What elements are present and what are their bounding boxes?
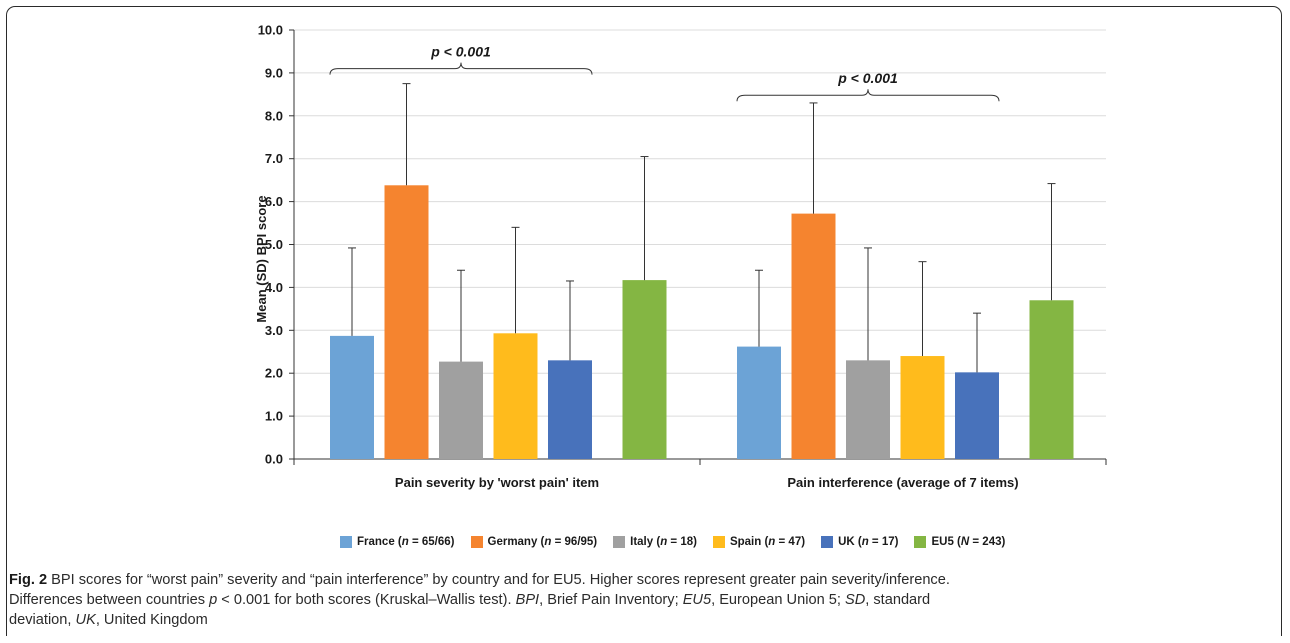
caption-line3a: deviation, bbox=[9, 612, 76, 628]
bar-germany bbox=[791, 213, 836, 459]
y-tick-label: 6.0 bbox=[265, 194, 283, 209]
bar-eu5 bbox=[1029, 300, 1074, 459]
y-tick-label: 10.0 bbox=[258, 23, 283, 38]
significance-label: p < 0.001 bbox=[837, 70, 898, 86]
y-tick-label: 3.0 bbox=[265, 323, 283, 338]
legend-label: EU5 (N = 243) bbox=[931, 536, 1006, 548]
bar-spain bbox=[493, 333, 538, 459]
y-tick-label: 2.0 bbox=[265, 366, 283, 381]
legend-label: UK (n = 17) bbox=[838, 536, 899, 548]
legend-swatch bbox=[821, 536, 834, 548]
bar-italy bbox=[846, 360, 890, 459]
legend-swatch bbox=[613, 536, 626, 548]
y-tick-label: 1.0 bbox=[265, 409, 283, 424]
caption-abbr-sd: SD bbox=[844, 592, 866, 608]
y-tick-label: 8.0 bbox=[265, 108, 283, 123]
legend-item-italy: Italy (n = 18) bbox=[613, 536, 697, 548]
bars bbox=[330, 185, 1074, 459]
legend-label: France (n = 65/66) bbox=[357, 536, 455, 548]
bar-france bbox=[330, 335, 374, 459]
caption-line2b: < 0.001 for both scores (Kruskal–Wallis … bbox=[217, 592, 516, 608]
legend-item-germany: Germany (n = 96/95) bbox=[470, 536, 598, 548]
caption-abbr-sd-def: , standard bbox=[865, 592, 931, 608]
y-tick-label: 5.0 bbox=[265, 237, 283, 252]
legend-swatch bbox=[470, 536, 483, 548]
caption-abbr-uk-def: , United Kingdom bbox=[95, 612, 208, 628]
significance-brace bbox=[329, 62, 593, 75]
legend-item-france: France (n = 65/66) bbox=[340, 536, 455, 548]
significance-brace bbox=[736, 89, 1000, 102]
significance-label: p < 0.001 bbox=[430, 44, 491, 60]
legend-label: Italy (n = 18) bbox=[630, 536, 697, 548]
bar-france bbox=[737, 346, 781, 459]
bar-spain bbox=[900, 356, 945, 459]
legend-label: Germany (n = 96/95) bbox=[487, 536, 598, 548]
y-axis-label: Mean (SD) BPI score bbox=[254, 195, 269, 322]
legend-item-uk: UK (n = 17) bbox=[821, 536, 898, 548]
legend-item-spain: Spain (n = 47) bbox=[712, 536, 806, 548]
error-bars bbox=[348, 83, 1056, 373]
bar-uk bbox=[548, 360, 592, 459]
figure-frame bbox=[6, 6, 1282, 636]
caption-abbr-eu5-def: , European Union 5; bbox=[711, 592, 845, 608]
caption-abbr-bpi-def: , Brief Pain Inventory; bbox=[539, 592, 683, 608]
significance-annotations: p < 0.001 p < 0.001 bbox=[329, 44, 1000, 102]
legend-item-eu5: EU5 (N = 243) bbox=[914, 536, 1005, 548]
caption-figure-label: Fig. 2 bbox=[9, 572, 48, 588]
caption-line2a: Differences between countries bbox=[9, 592, 210, 608]
caption-abbr-uk: UK bbox=[75, 612, 96, 628]
caption-abbr-bpi: BPI bbox=[515, 592, 540, 608]
caption-abbr-eu5: EU5 bbox=[682, 592, 712, 608]
legend-swatch bbox=[340, 536, 352, 548]
bar-uk bbox=[955, 372, 999, 459]
y-tick-label: 9.0 bbox=[265, 65, 283, 80]
gridlines bbox=[294, 29, 1106, 417]
legend: France (n = 65/66) Germany (n = 96/95) Ita… bbox=[340, 533, 1005, 551]
caption-line1: BPI scores for “worst pain” severity and… bbox=[47, 572, 950, 588]
legend-label: Spain (n = 47) bbox=[729, 536, 806, 548]
bar-chart: 0.0 1.0 2.0 3.0 4.0 5.0 6.0 7.0 8.0 9.0 10.0 Pain … bbox=[254, 23, 1107, 490]
bar-italy bbox=[439, 361, 483, 459]
figure-caption: Fig. 2 BPI scores for “worst pain” sever… bbox=[9, 570, 1279, 630]
legend-swatch bbox=[712, 536, 725, 548]
y-tick-label: 7.0 bbox=[265, 151, 283, 166]
caption-p: p bbox=[209, 592, 218, 608]
bar-germany bbox=[384, 185, 429, 459]
y-tick-label: 4.0 bbox=[265, 280, 283, 295]
bar-eu5 bbox=[622, 280, 667, 459]
y-tick-label: 0.0 bbox=[265, 452, 283, 467]
x-axis: Pain severity by 'worst pain' item Pain i… bbox=[293, 458, 1107, 490]
x-category-label: Pain severity by 'worst pain' item bbox=[395, 475, 599, 490]
y-axis: 0.0 1.0 2.0 3.0 4.0 5.0 6.0 7.0 8.0 9.0 10.0 bbox=[258, 23, 295, 467]
x-category-label: Pain interference (average of 7 items) bbox=[787, 475, 1018, 490]
legend-swatch bbox=[914, 536, 927, 548]
